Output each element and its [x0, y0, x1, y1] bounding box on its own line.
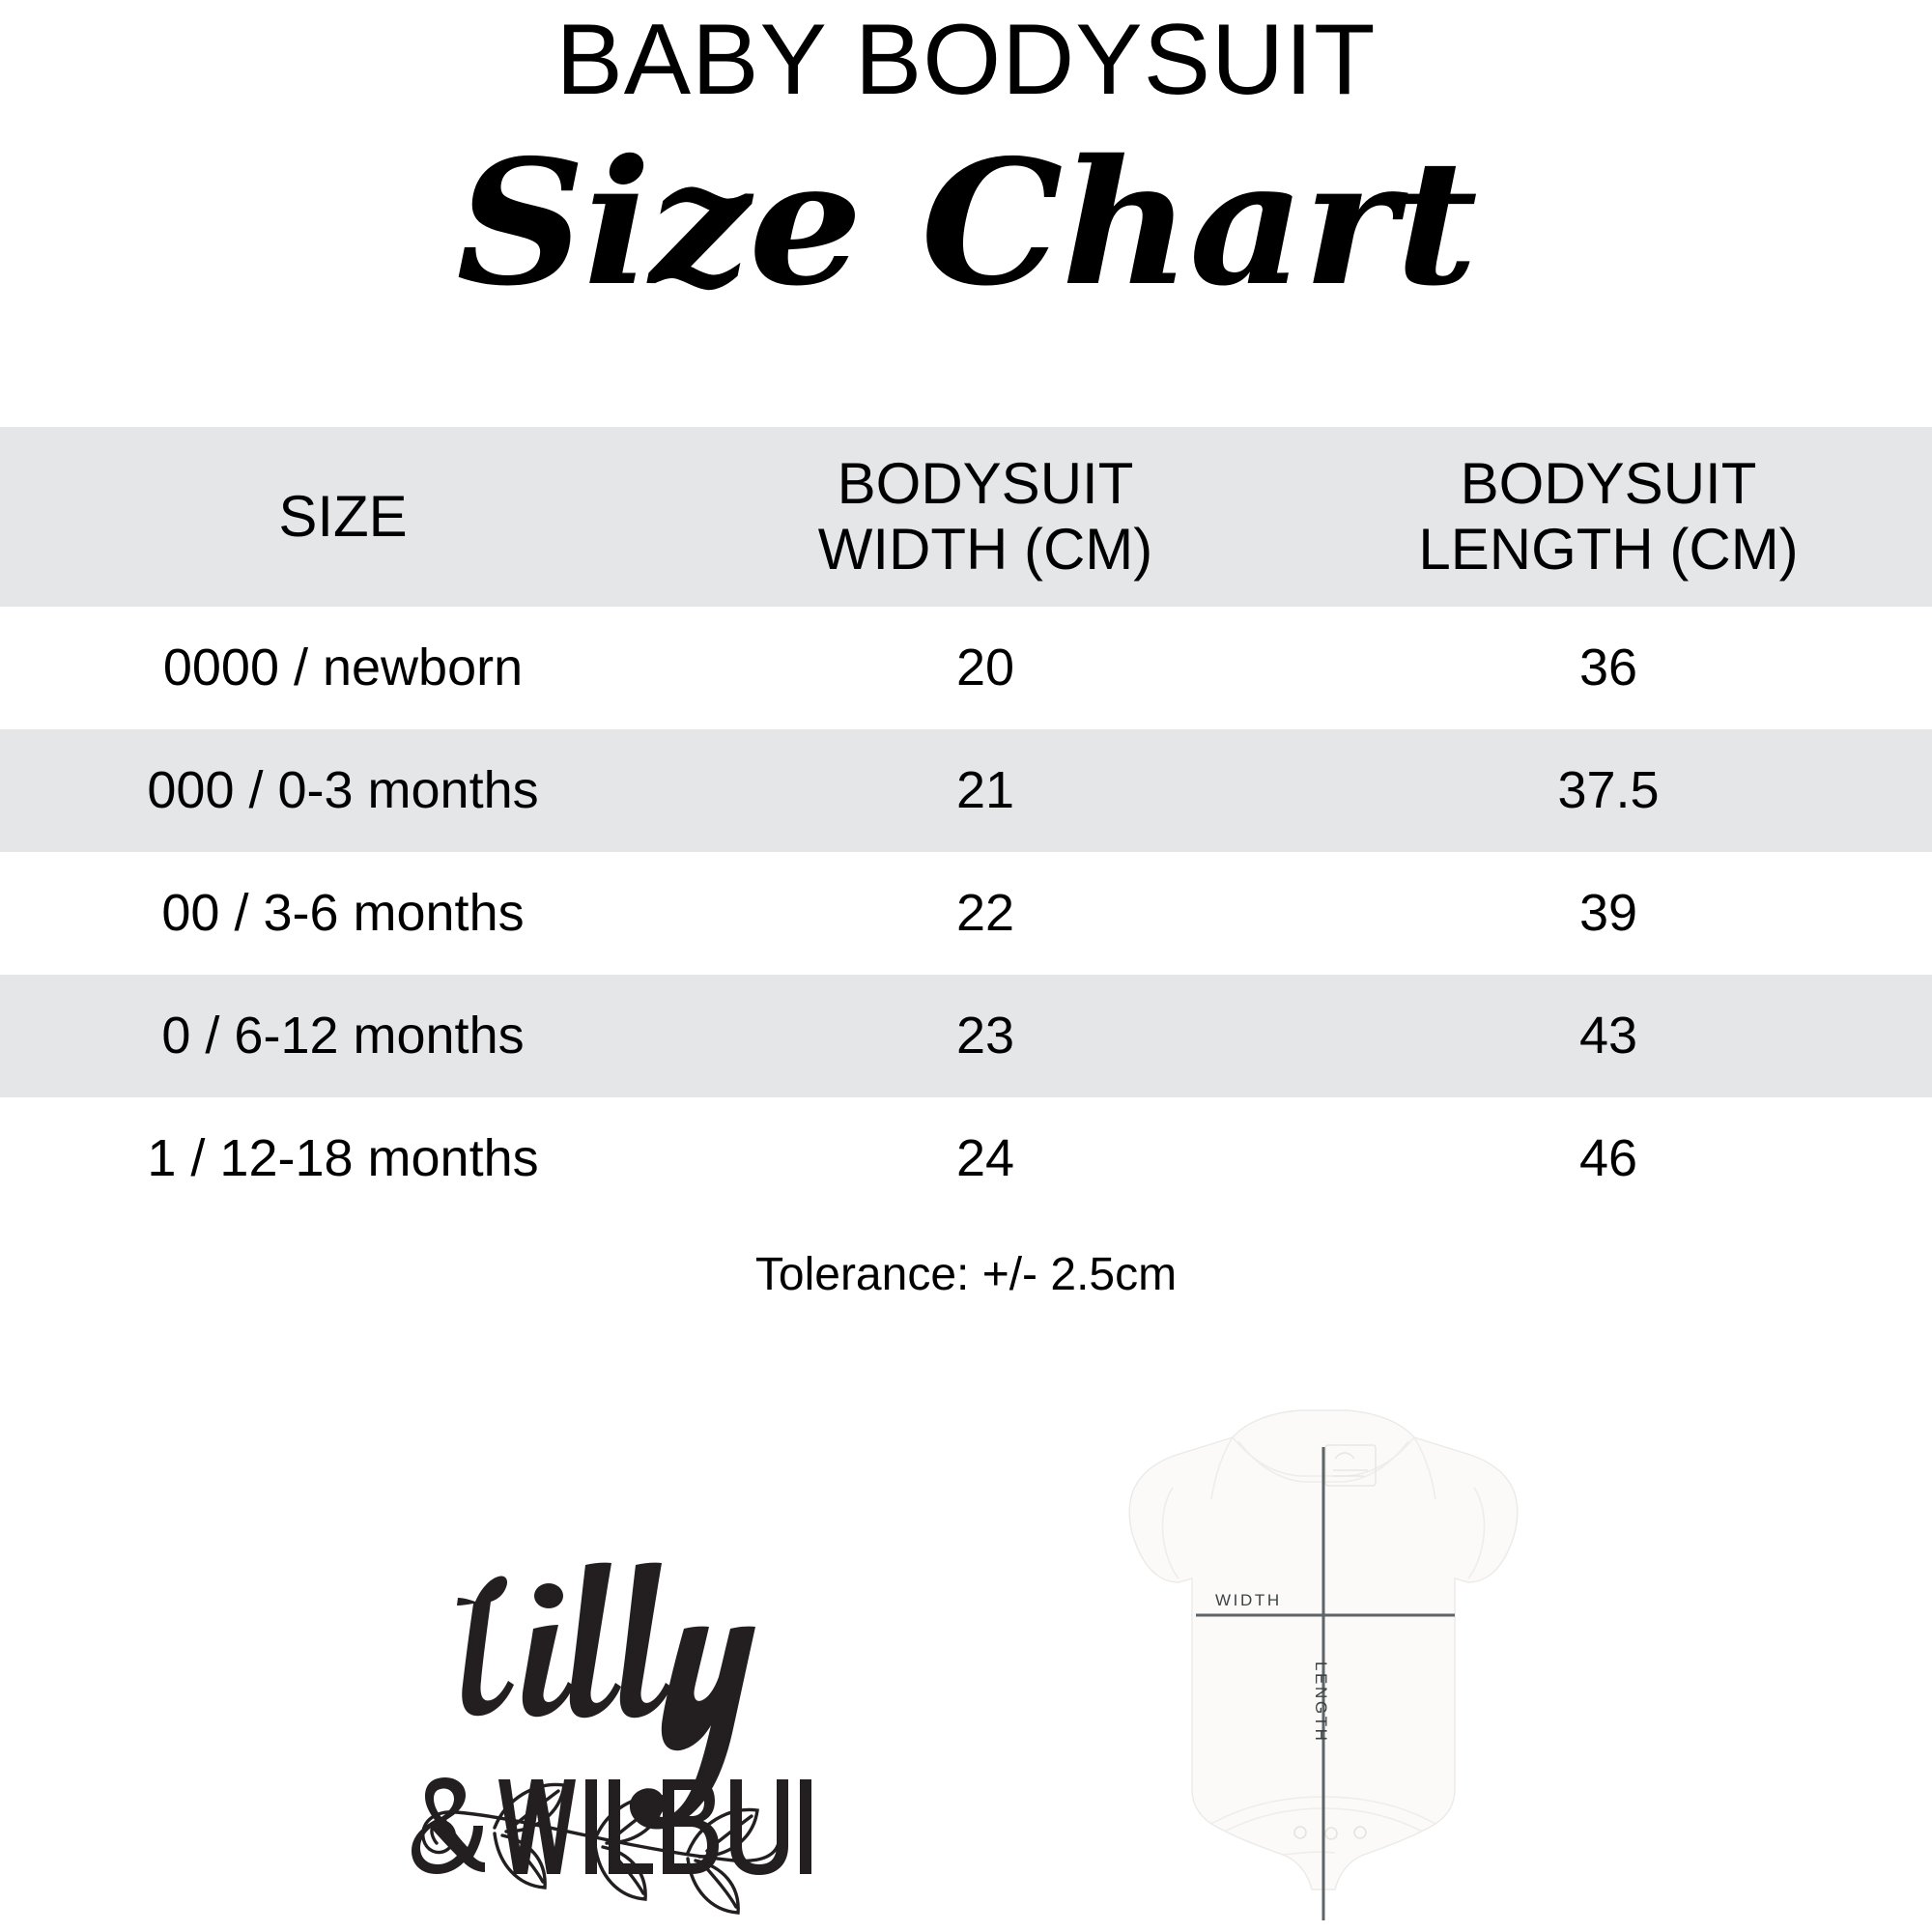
logo-laurel-branch	[421, 1782, 781, 1915]
bodysuit-measurement-diagram: WIDTH LENGTH	[1111, 1399, 1536, 1932]
page-title: BABY BODYSUIT	[555, 4, 1377, 116]
cell-width: 20	[955, 639, 1015, 697]
cell-length: 43	[1578, 1007, 1638, 1065]
column-header-bodysuit-width: BODYSUIT WIDTH (CM)	[686, 451, 1285, 583]
cell-length: 36	[1578, 639, 1638, 697]
logo-script-tilly	[457, 1562, 755, 1830]
cell-width: 24	[955, 1129, 1015, 1188]
brand-logo	[406, 1536, 811, 1932]
column-header-bodysuit-length-line2: LENGTH (CM)	[1418, 517, 1799, 582]
neck-tag	[1324, 1444, 1377, 1487]
page-header: BABY BODYSUIT Size Chart	[0, 0, 1932, 309]
table-header-row: SIZE BODYSUIT WIDTH (CM) BODYSUIT LENGTH…	[0, 427, 1932, 607]
table-row: 00 / 3-6 months 22 39	[0, 852, 1932, 975]
cell-size: 0 / 6-12 months	[161, 1007, 525, 1065]
cell-length: 39	[1578, 884, 1638, 943]
column-header-bodysuit-length-line1: BODYSUIT	[1460, 450, 1757, 516]
cell-size: 0000 / newborn	[162, 639, 524, 697]
column-header-size: SIZE	[278, 483, 408, 549]
table-row: 0 / 6-12 months 23 43	[0, 975, 1932, 1097]
cell-size: 1 / 12-18 months	[147, 1129, 539, 1188]
cell-width: 23	[955, 1007, 1015, 1065]
length-measurement-label: LENGTH	[1312, 1662, 1330, 1744]
size-chart-table: SIZE BODYSUIT WIDTH (CM) BODYSUIT LENGTH…	[0, 427, 1932, 1220]
page-subtitle: Size Chart	[456, 122, 1478, 324]
cell-length: 37.5	[1557, 761, 1660, 820]
bodysuit-snaps	[1293, 1826, 1367, 1840]
width-measurement-label: WIDTH	[1215, 1591, 1282, 1609]
column-header-bodysuit-length: BODYSUIT LENGTH (CM)	[1285, 451, 1932, 583]
measurement-guides	[1196, 1447, 1455, 1920]
tolerance-note: Tolerance: +/- 2.5cm	[754, 1249, 1178, 1300]
cell-length: 46	[1578, 1129, 1638, 1188]
cell-width: 22	[955, 884, 1015, 943]
column-header-bodysuit-width-line1: BODYSUIT	[837, 450, 1134, 516]
cell-size: 00 / 3-6 months	[161, 884, 525, 943]
column-header-bodysuit-width-line2: WIDTH (CM)	[817, 517, 1153, 582]
table-row: 0000 / newborn 20 36	[0, 607, 1932, 729]
table-row: 1 / 12-18 months 24 46	[0, 1097, 1932, 1220]
cell-size: 000 / 0-3 months	[147, 761, 539, 820]
table-row: 000 / 0-3 months 21 37.5	[0, 729, 1932, 852]
cell-width: 21	[955, 761, 1015, 820]
